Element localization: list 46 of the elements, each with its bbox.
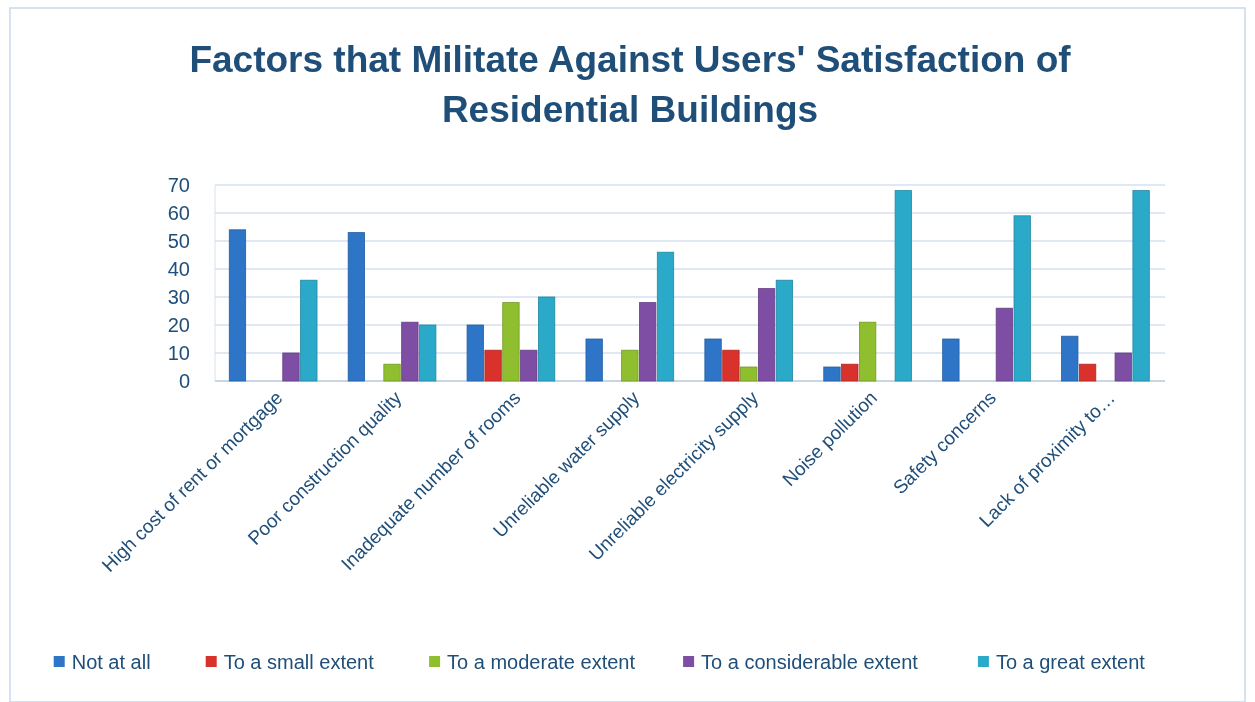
bar <box>639 302 657 382</box>
y-tick-label: 40 <box>167 258 190 280</box>
bar <box>704 338 722 382</box>
legend-label: To a small extent <box>223 651 375 673</box>
bar <box>995 307 1013 382</box>
bar <box>859 321 877 382</box>
bar <box>282 352 300 382</box>
bar <box>538 296 556 382</box>
bar <box>502 302 520 382</box>
bar <box>775 279 794 382</box>
bar <box>347 232 365 382</box>
bar <box>228 229 247 382</box>
bar <box>466 324 484 382</box>
y-tick-label: 20 <box>167 314 190 336</box>
bar <box>1114 352 1132 382</box>
bar <box>1078 363 1097 382</box>
bar <box>722 349 740 382</box>
bar <box>740 366 758 382</box>
bar <box>757 288 776 382</box>
legend-label: Not at all <box>71 651 151 673</box>
bar <box>894 190 912 382</box>
bar <box>1061 335 1079 382</box>
bar <box>1132 190 1150 382</box>
legend-label: To a great extent <box>995 651 1146 673</box>
y-tick-label: 50 <box>167 230 190 252</box>
bar <box>823 366 841 382</box>
bar <box>383 363 401 382</box>
bar <box>1013 215 1031 382</box>
bar <box>942 338 960 382</box>
y-tick-label: 10 <box>167 342 190 364</box>
bar <box>621 349 639 382</box>
legend-label: To a considerable extent <box>701 651 919 673</box>
chart-title: Factors that Militate Against Users' Satisfaction of Residential Buildings <box>189 39 1072 130</box>
bar <box>484 349 502 382</box>
bar <box>520 349 538 382</box>
y-tick-label: 70 <box>167 174 190 196</box>
bar <box>841 363 859 382</box>
bar <box>300 279 318 382</box>
bar <box>585 338 603 382</box>
bar <box>401 321 419 382</box>
bar <box>419 324 437 382</box>
y-tick-label: 0 <box>178 370 190 392</box>
legend-label: To a moderate extent <box>447 651 636 673</box>
y-tick-label: 60 <box>167 202 190 224</box>
bar <box>656 251 675 382</box>
y-tick-label: 30 <box>167 286 190 308</box>
